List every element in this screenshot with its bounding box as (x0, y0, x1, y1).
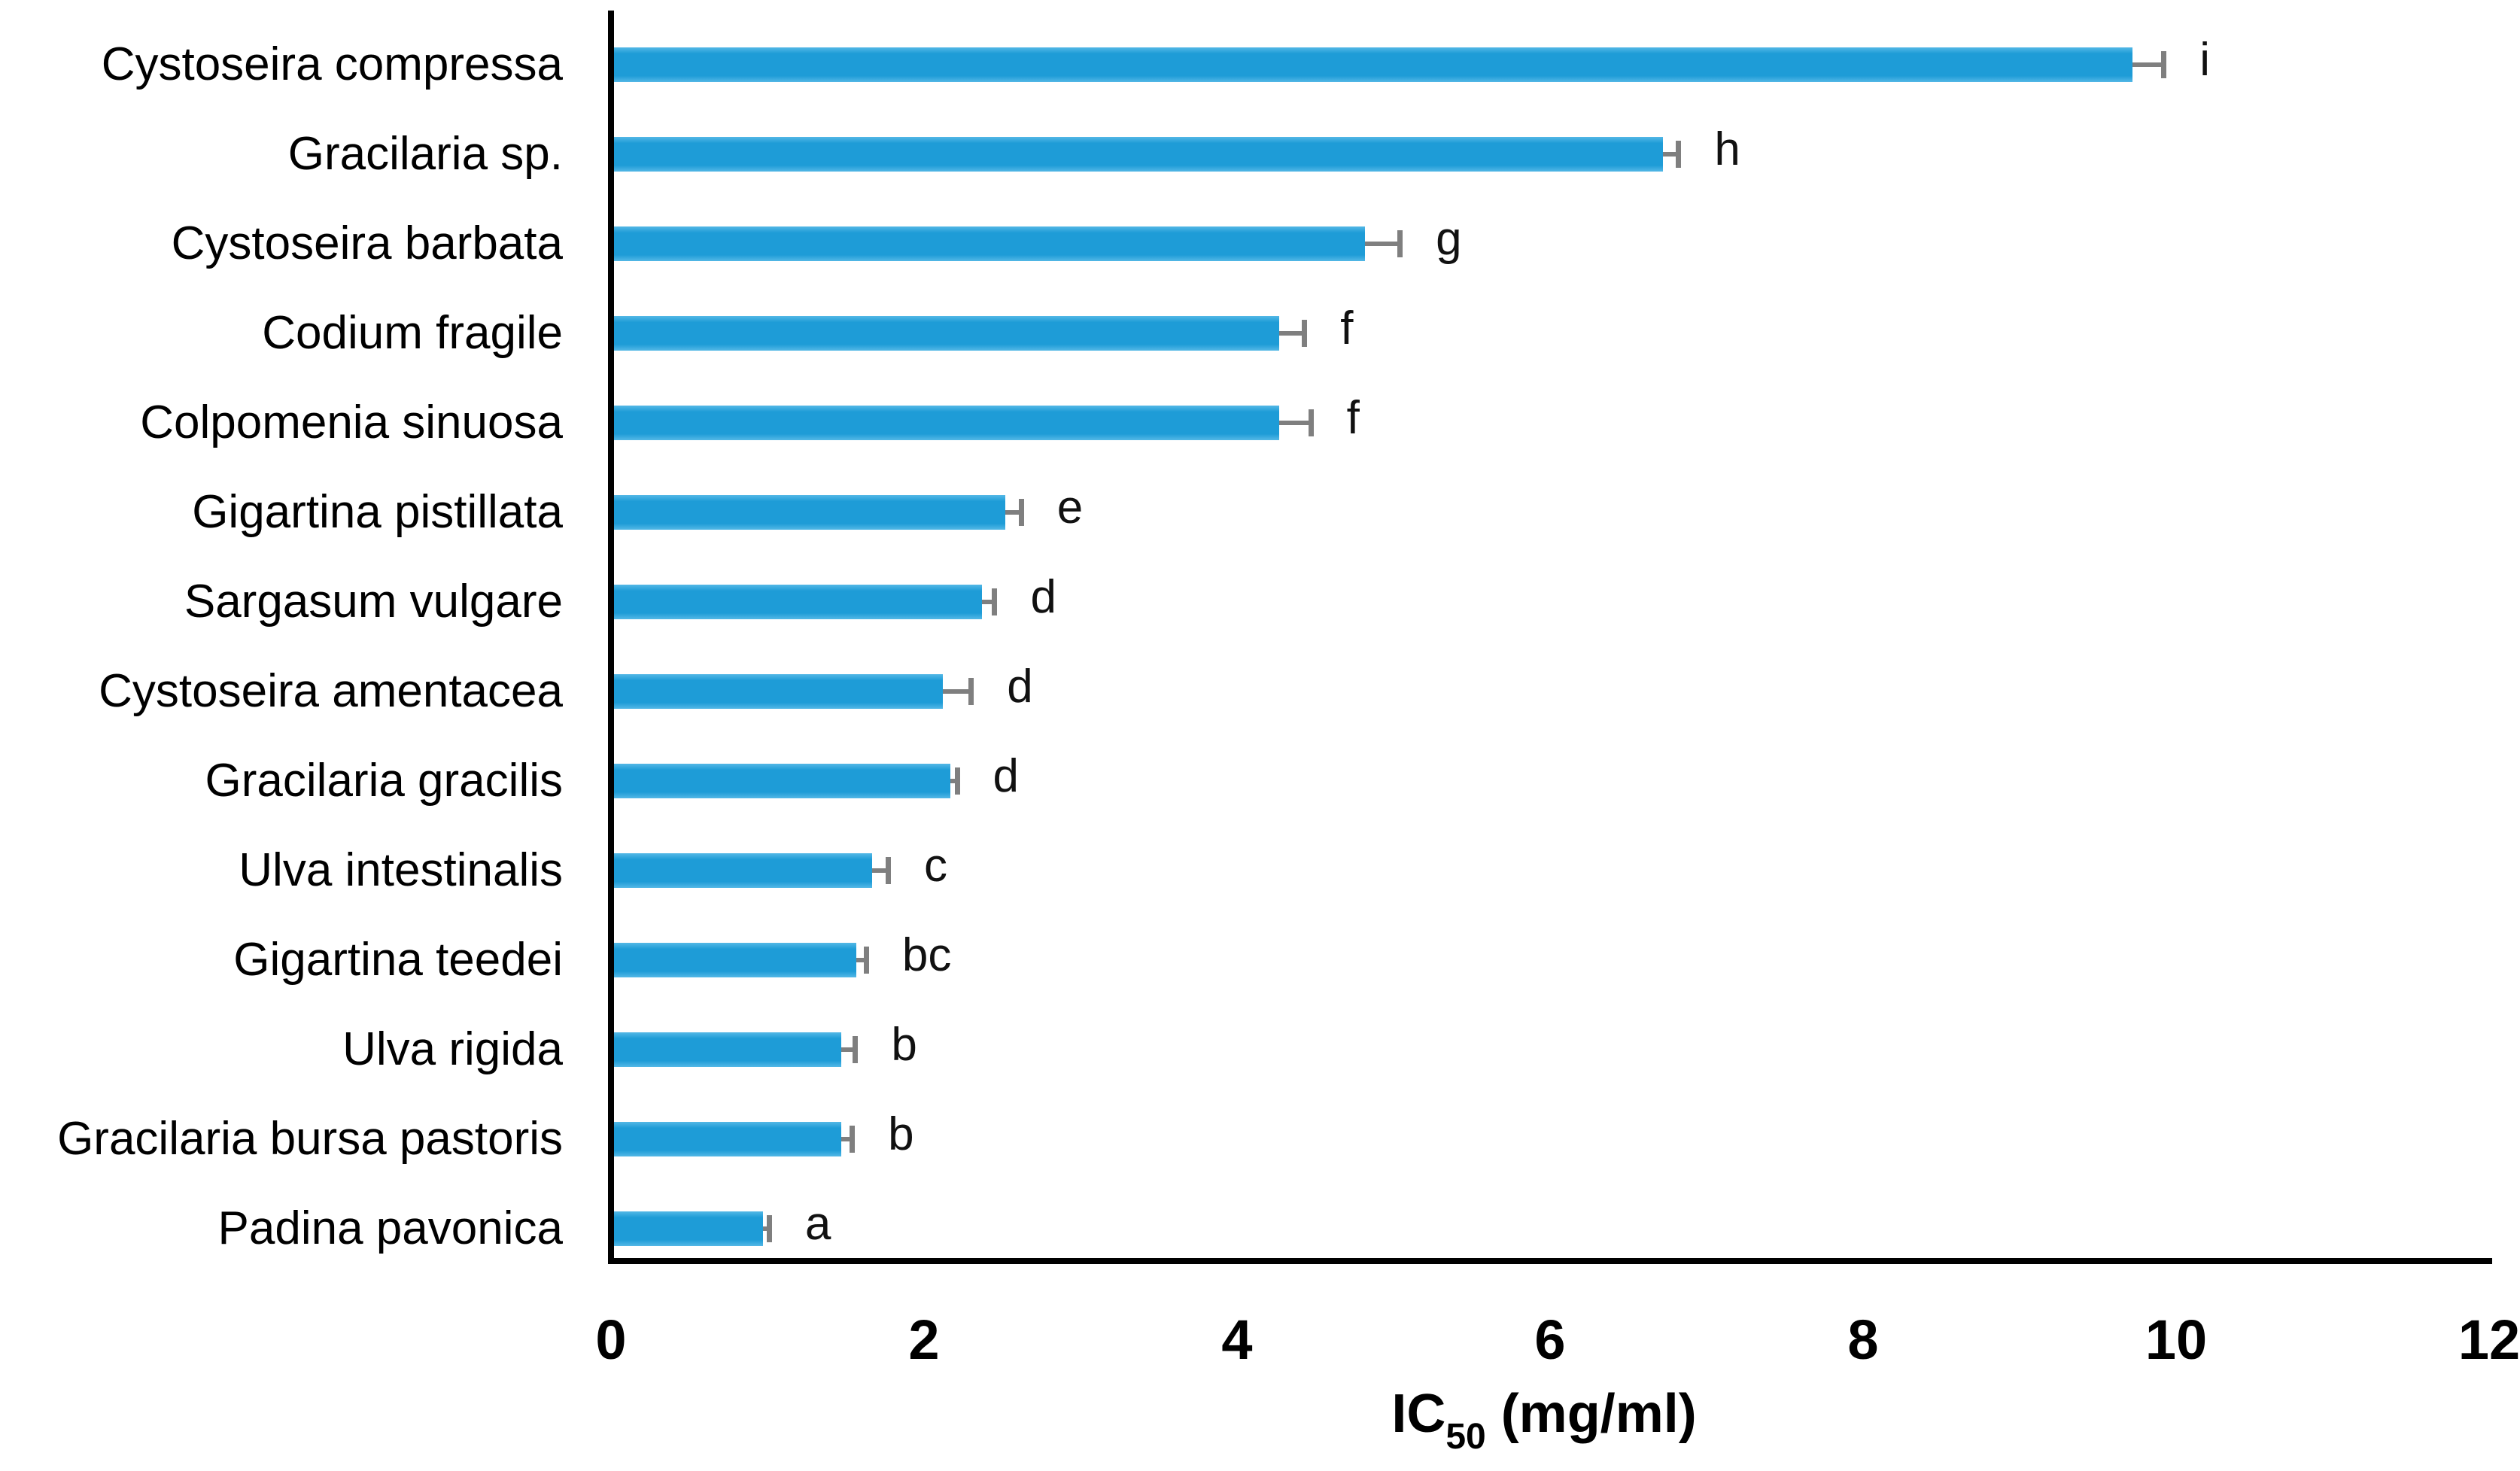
bar (614, 1211, 763, 1246)
error-bar-line (1365, 242, 1400, 246)
significance-letter: a (804, 1198, 831, 1250)
error-bar-cap (968, 678, 974, 705)
category-label: Gracilaria bursa pastoris (57, 1113, 563, 1165)
bar (614, 406, 1279, 440)
x-tick-label: 12 (2458, 1308, 2520, 1371)
bar (614, 47, 2132, 82)
category-label: Codium fragile (262, 307, 563, 359)
bar (614, 137, 1663, 172)
error-bar-line (981, 600, 995, 604)
x-tick-label: 8 (1847, 1308, 1879, 1371)
error-bar-line (2132, 62, 2164, 67)
category-label: Ulva intestinalis (239, 844, 563, 896)
significance-letter: g (1436, 213, 1462, 265)
x-axis-line (608, 1258, 2492, 1264)
significance-letter: b (888, 1108, 914, 1160)
error-bar-cap (850, 1126, 856, 1153)
x-tick-label: 0 (595, 1308, 627, 1371)
bar (614, 853, 873, 888)
x-axis-title: IC50 (mg/ml) (1391, 1383, 1696, 1457)
significance-letter: b (891, 1019, 917, 1071)
error-bar-cap (1308, 409, 1314, 436)
bar (614, 585, 982, 619)
category-label: Gracilaria gracilis (205, 755, 563, 807)
error-bar-line (872, 868, 888, 873)
bar (614, 226, 1366, 261)
error-bar-cap (853, 1036, 859, 1063)
bar (614, 1032, 841, 1067)
significance-letter: c (924, 840, 947, 892)
y-axis-line (608, 11, 614, 1264)
error-bar-cap (1397, 230, 1403, 257)
bar (614, 495, 1005, 530)
significance-letter: e (1056, 482, 1084, 533)
bar (614, 316, 1279, 351)
error-bar-line (762, 1226, 769, 1231)
significance-letter: i (2199, 34, 2210, 86)
significance-letter: f (1346, 392, 1360, 444)
error-bar-cap (1676, 141, 1682, 168)
significance-letter: f (1340, 302, 1354, 354)
category-label: Cystoseira amentacea (99, 665, 563, 717)
category-label: Gracilaria sp. (287, 128, 563, 180)
error-bar-cap (766, 1215, 772, 1242)
error-bar-cap (2161, 51, 2167, 78)
error-bar-line (841, 1137, 853, 1141)
error-bar-line (1279, 421, 1311, 425)
significance-letter: d (992, 750, 1019, 802)
category-label: Colpomenia sinuosa (140, 397, 563, 448)
error-bar-line (856, 958, 866, 962)
category-label: Gigartina pistillata (192, 486, 563, 538)
category-label: Ulva rigida (342, 1023, 563, 1075)
category-label: Gigartina teedei (233, 934, 563, 986)
x-tick-label: 2 (908, 1308, 940, 1371)
error-bar-line (1279, 331, 1305, 336)
error-bar-cap (954, 767, 960, 795)
error-bar-line (1005, 510, 1021, 515)
category-label: Sargasum vulgare (184, 576, 563, 628)
significance-letter: bc (901, 929, 952, 981)
error-bar-cap (863, 947, 869, 974)
error-bar-line (950, 779, 957, 783)
significance-letter: d (1007, 661, 1033, 713)
bar (614, 764, 951, 798)
error-bar-line (841, 1047, 856, 1052)
x-tick-label: 10 (2145, 1308, 2208, 1371)
bar (614, 1122, 841, 1156)
category-label: Cystoseira compressa (101, 38, 563, 90)
error-bar-cap (1302, 320, 1308, 347)
significance-letter: d (1030, 571, 1056, 623)
significance-letter: h (1714, 123, 1740, 175)
bar (614, 943, 857, 977)
x-tick-label: 4 (1221, 1308, 1253, 1371)
x-axis-title-units: (mg/ml) (1485, 1384, 1697, 1444)
error-bar-line (942, 689, 971, 694)
error-bar-cap (992, 588, 998, 615)
bar (614, 674, 943, 709)
category-label: Cystoseira barbata (171, 217, 563, 269)
x-tick-label: 6 (1534, 1308, 1566, 1371)
x-axis-title-subscript: 50 (1445, 1417, 1486, 1457)
error-bar-cap (1018, 499, 1024, 526)
error-bar-line (1662, 152, 1679, 157)
x-axis-title-prefix: IC (1391, 1384, 1446, 1444)
category-label: Padina pavonica (217, 1202, 563, 1254)
error-bar-cap (886, 857, 891, 884)
